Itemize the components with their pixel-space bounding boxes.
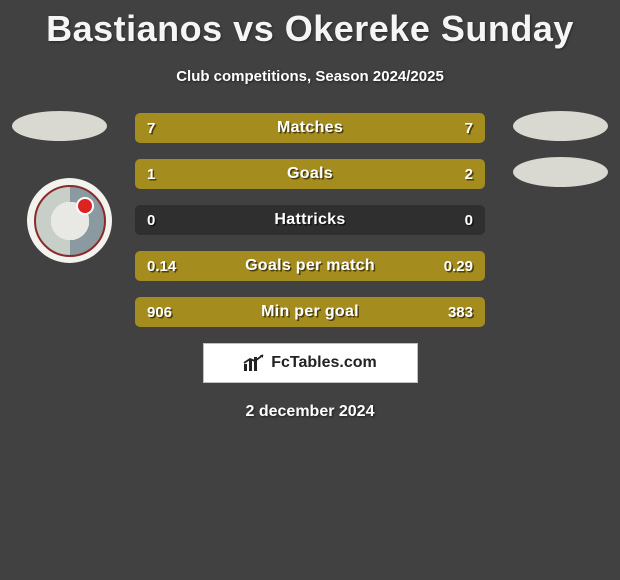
crest-graphic — [34, 185, 106, 257]
stat-label: Goals per match — [135, 251, 485, 281]
chart-icon — [243, 354, 265, 372]
comparison-panel: 77Matches 12Goals 00Hattricks 0.140.29Goals… — [0, 113, 620, 421]
stat-label: Min per goal — [135, 297, 485, 327]
club-crest-left — [27, 178, 112, 263]
stat-label: Goals — [135, 159, 485, 189]
stat-row: 00Hattricks — [135, 205, 485, 235]
stat-label: Hattricks — [135, 205, 485, 235]
brand-text: FcTables.com — [271, 354, 377, 372]
brand-box: FcTables.com — [203, 343, 418, 383]
date-line: 2 december 2024 — [0, 403, 620, 421]
crest-flag-icon — [76, 197, 94, 215]
player-right-badge — [513, 111, 608, 141]
player-right-badge-2 — [513, 157, 608, 187]
stat-row: 12Goals — [135, 159, 485, 189]
stat-label: Matches — [135, 113, 485, 143]
player-left-badge — [12, 111, 107, 141]
stat-row: 77Matches — [135, 113, 485, 143]
subtitle: Club competitions, Season 2024/2025 — [0, 68, 620, 85]
stat-bars: 77Matches 12Goals 00Hattricks 0.140.29Goals… — [135, 113, 485, 327]
stat-row: 906383Min per goal — [135, 297, 485, 327]
stat-row: 0.140.29Goals per match — [135, 251, 485, 281]
page-title: Bastianos vs Okereke Sunday — [0, 0, 620, 50]
